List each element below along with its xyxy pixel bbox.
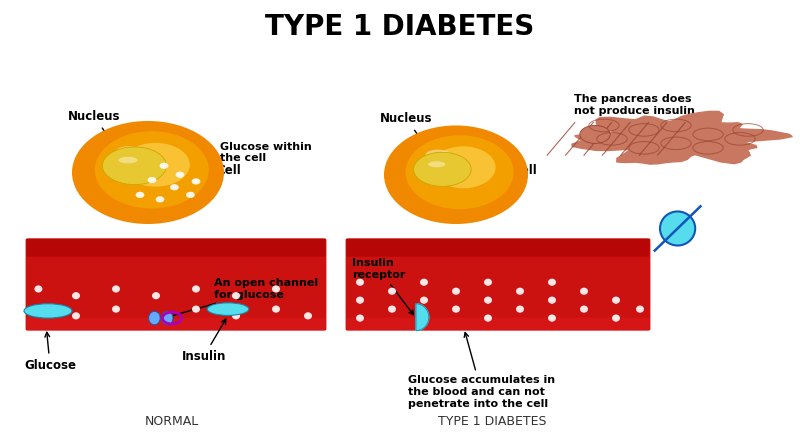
Ellipse shape: [428, 161, 446, 167]
Text: Glucose: Glucose: [24, 332, 76, 372]
Ellipse shape: [548, 297, 556, 304]
Ellipse shape: [112, 285, 120, 293]
Ellipse shape: [612, 297, 620, 304]
Ellipse shape: [152, 312, 160, 319]
Ellipse shape: [192, 306, 200, 313]
Ellipse shape: [580, 125, 610, 143]
Polygon shape: [416, 304, 429, 331]
Ellipse shape: [192, 178, 200, 185]
Ellipse shape: [272, 306, 280, 313]
FancyBboxPatch shape: [26, 239, 326, 257]
Ellipse shape: [118, 157, 138, 164]
FancyBboxPatch shape: [26, 238, 326, 331]
Ellipse shape: [232, 292, 240, 299]
Ellipse shape: [548, 314, 556, 322]
Ellipse shape: [420, 297, 428, 304]
FancyBboxPatch shape: [346, 239, 650, 257]
Text: An open channel
for glucose: An open channel for glucose: [168, 278, 318, 318]
Ellipse shape: [207, 303, 249, 315]
Ellipse shape: [162, 311, 173, 325]
Ellipse shape: [484, 297, 492, 304]
Ellipse shape: [34, 306, 42, 313]
Text: NORMAL: NORMAL: [145, 415, 199, 428]
Text: Insulin
receptor: Insulin receptor: [352, 258, 414, 314]
Ellipse shape: [102, 147, 166, 185]
FancyBboxPatch shape: [26, 318, 326, 330]
Ellipse shape: [122, 143, 190, 187]
Ellipse shape: [34, 285, 42, 293]
Text: Glucose accumulates in
the blood and can not
penetrate into the cell: Glucose accumulates in the blood and can…: [408, 332, 555, 409]
Ellipse shape: [636, 306, 644, 313]
Text: Cell: Cell: [189, 164, 241, 201]
Ellipse shape: [170, 184, 179, 190]
Ellipse shape: [660, 211, 695, 246]
Ellipse shape: [192, 285, 200, 293]
Text: The pancreas does
not produce insulin: The pancreas does not produce insulin: [574, 94, 695, 116]
Text: Nucleus: Nucleus: [68, 110, 121, 148]
Ellipse shape: [147, 177, 157, 183]
Ellipse shape: [580, 288, 588, 295]
Ellipse shape: [176, 172, 184, 178]
Ellipse shape: [484, 279, 492, 286]
Ellipse shape: [72, 121, 224, 224]
Text: Cell: Cell: [497, 164, 537, 204]
Ellipse shape: [548, 279, 556, 286]
Ellipse shape: [516, 288, 524, 295]
Ellipse shape: [420, 314, 428, 322]
Ellipse shape: [272, 285, 280, 293]
Ellipse shape: [452, 288, 460, 295]
Ellipse shape: [426, 150, 450, 160]
Text: Nucleus: Nucleus: [380, 112, 433, 151]
Ellipse shape: [388, 306, 396, 313]
Ellipse shape: [24, 304, 72, 318]
Ellipse shape: [72, 312, 80, 319]
Text: TYPE 1 DIABETES: TYPE 1 DIABETES: [438, 415, 546, 428]
Ellipse shape: [186, 192, 195, 198]
Ellipse shape: [116, 146, 142, 158]
FancyBboxPatch shape: [346, 238, 650, 331]
Ellipse shape: [388, 288, 396, 295]
Ellipse shape: [155, 196, 165, 202]
Ellipse shape: [420, 279, 428, 286]
Text: Insulin: Insulin: [182, 319, 226, 363]
Ellipse shape: [95, 131, 209, 208]
Ellipse shape: [72, 292, 80, 299]
Ellipse shape: [356, 314, 364, 322]
Polygon shape: [572, 112, 792, 164]
Ellipse shape: [484, 314, 492, 322]
Ellipse shape: [356, 297, 364, 304]
Ellipse shape: [612, 314, 620, 322]
Text: TYPE 1 DIABETES: TYPE 1 DIABETES: [266, 13, 534, 41]
Ellipse shape: [516, 306, 524, 313]
Ellipse shape: [384, 125, 528, 224]
Ellipse shape: [414, 152, 471, 186]
Ellipse shape: [580, 306, 588, 313]
Ellipse shape: [149, 311, 160, 325]
Ellipse shape: [430, 146, 495, 188]
Ellipse shape: [152, 292, 160, 299]
Ellipse shape: [135, 192, 145, 198]
Ellipse shape: [452, 306, 460, 313]
Ellipse shape: [406, 135, 514, 209]
FancyBboxPatch shape: [346, 318, 650, 330]
Ellipse shape: [232, 312, 240, 319]
Ellipse shape: [356, 279, 364, 286]
Text: Glucose within
the cell: Glucose within the cell: [176, 142, 312, 181]
Ellipse shape: [304, 312, 312, 319]
Ellipse shape: [160, 163, 169, 169]
Ellipse shape: [112, 306, 120, 313]
